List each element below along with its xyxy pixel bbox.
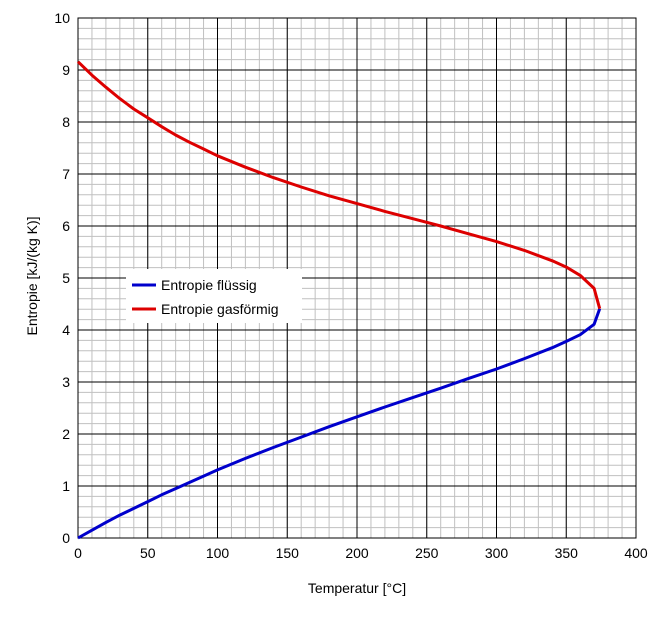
- x-tick-label: 200: [345, 545, 369, 561]
- y-tick-label: 3: [62, 374, 70, 390]
- y-tick-label: 4: [62, 322, 70, 338]
- y-tick-label: 10: [54, 10, 70, 26]
- x-tick-label: 350: [555, 545, 579, 561]
- plot-area-frame: [77, 17, 637, 539]
- y-axis-ticks: 0 1 2 3 4 5 6 7 8 9 10: [54, 10, 70, 546]
- y-tick-label: 6: [62, 218, 70, 234]
- legend-label-gas: Entropie gasförmig: [161, 301, 279, 317]
- legend: Entropie flüssig Entropie gasförmig: [126, 269, 302, 323]
- y-tick-label: 9: [62, 62, 70, 78]
- x-tick-label: 300: [485, 545, 509, 561]
- x-axis-title: Temperatur [°C]: [308, 580, 406, 596]
- legend-label-liquid: Entropie flüssig: [161, 277, 257, 293]
- y-axis-title: Entropie [kJ/(kg K)]: [24, 216, 40, 335]
- x-tick-label: 250: [415, 545, 439, 561]
- x-tick-label: 0: [74, 545, 82, 561]
- y-tick-label: 5: [62, 270, 70, 286]
- y-tick-label: 8: [62, 114, 70, 130]
- y-tick-label: 7: [62, 166, 70, 182]
- y-tick-label: 1: [62, 478, 70, 494]
- x-tick-label: 400: [624, 545, 648, 561]
- series-layer: [76, 60, 602, 540]
- x-tick-label: 50: [140, 545, 156, 561]
- x-axis-ticks: 0 50 100 150 200 250 300 350 400: [74, 545, 648, 561]
- x-tick-label: 150: [276, 545, 300, 561]
- x-tick-label: 100: [206, 545, 230, 561]
- series-line-liquid: [77, 308, 602, 540]
- series-line-gas: [76, 60, 602, 310]
- y-tick-label: 0: [62, 530, 70, 546]
- legend-box: [126, 269, 302, 323]
- y-tick-label: 2: [62, 426, 70, 442]
